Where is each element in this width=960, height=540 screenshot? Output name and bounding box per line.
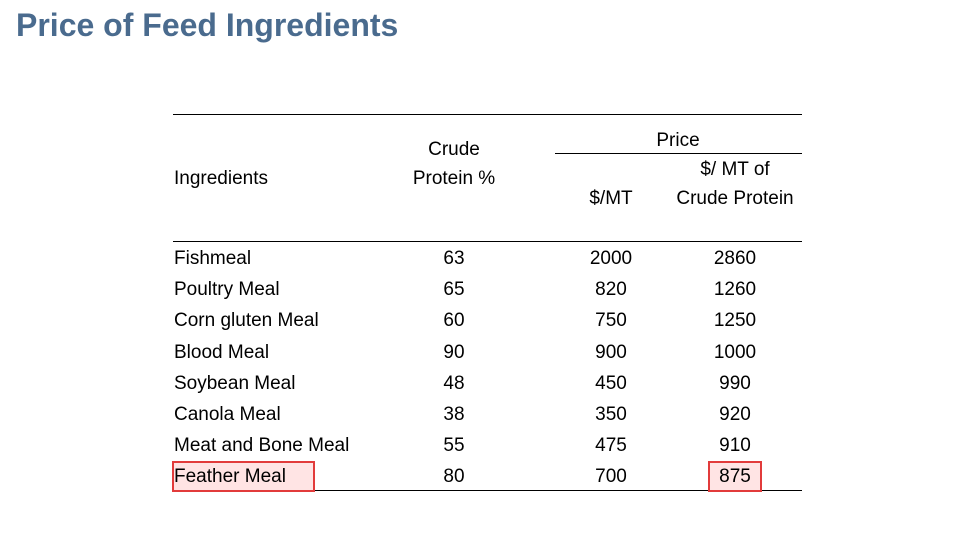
cell-price-per-mt: 450 — [595, 372, 627, 394]
cell-crude-protein: 80 — [443, 466, 465, 488]
cell-ingredient: Soybean Meal — [174, 372, 296, 394]
cell-price-per-mt-protein: 920 — [719, 404, 751, 425]
table-top-rule — [173, 114, 802, 115]
cell-crude-protein: 55 — [443, 435, 465, 457]
cell-price-per-mt: 700 — [595, 466, 627, 488]
header-price-per-mt-protein: $/ MT of Crude Protein — [676, 159, 794, 209]
cell-price-per-mt-protein: 2860 — [713, 248, 757, 269]
cell-ingredient: Meat and Bone Meal — [174, 435, 350, 457]
cell-crude-protein: 65 — [443, 279, 465, 301]
cell-crude-protein: 38 — [443, 404, 465, 425]
cell-price-per-mt-protein: 990 — [719, 372, 751, 394]
cell-price-per-mt: 475 — [595, 435, 627, 457]
header-crude-protein: Crude Protein % — [412, 139, 496, 189]
cell-price-per-mt-protein: 1250 — [713, 310, 757, 332]
cell-price-per-mt-protein: 1260 — [713, 279, 757, 301]
cell-ingredient: Blood Meal — [174, 341, 270, 363]
cell-price-per-mt-protein: 910 — [719, 435, 751, 457]
cell-price-per-mt: 350 — [595, 404, 627, 425]
cell-ingredient: Canola Meal — [174, 404, 281, 425]
header-ingredients: Ingredients — [174, 168, 269, 189]
cell-ingredient: Poultry Meal — [174, 279, 280, 301]
highlight-feather-meal — [172, 461, 315, 492]
cell-ingredient: Corn gluten Meal — [174, 310, 319, 332]
cell-crude-protein: 63 — [443, 248, 465, 269]
cell-crude-protein: 48 — [443, 372, 465, 394]
table-bottom-rule — [173, 490, 802, 491]
cell-crude-protein: 90 — [443, 341, 465, 363]
cell-ingredient: Fishmeal — [174, 248, 252, 269]
header-bottom-rule — [173, 241, 802, 242]
cell-ingredient: Feather Meal — [174, 466, 286, 488]
header-price-group: Price — [656, 130, 700, 151]
cell-price-per-mt: 2000 — [589, 248, 633, 269]
cell-price-per-mt-protein: 1000 — [713, 341, 757, 363]
cell-price-per-mt: 820 — [595, 279, 627, 301]
highlight-feather-meal-price — [708, 461, 762, 492]
cell-price-per-mt: 900 — [595, 341, 627, 363]
cell-price-per-mt-protein: 875 — [719, 466, 751, 488]
price-group-rule — [555, 153, 802, 154]
cell-price-per-mt: 750 — [595, 310, 627, 332]
header-price-per-mt: $/MT — [589, 188, 633, 209]
slide-title: Price of Feed Ingredients — [16, 7, 399, 43]
cell-crude-protein: 60 — [443, 310, 465, 332]
